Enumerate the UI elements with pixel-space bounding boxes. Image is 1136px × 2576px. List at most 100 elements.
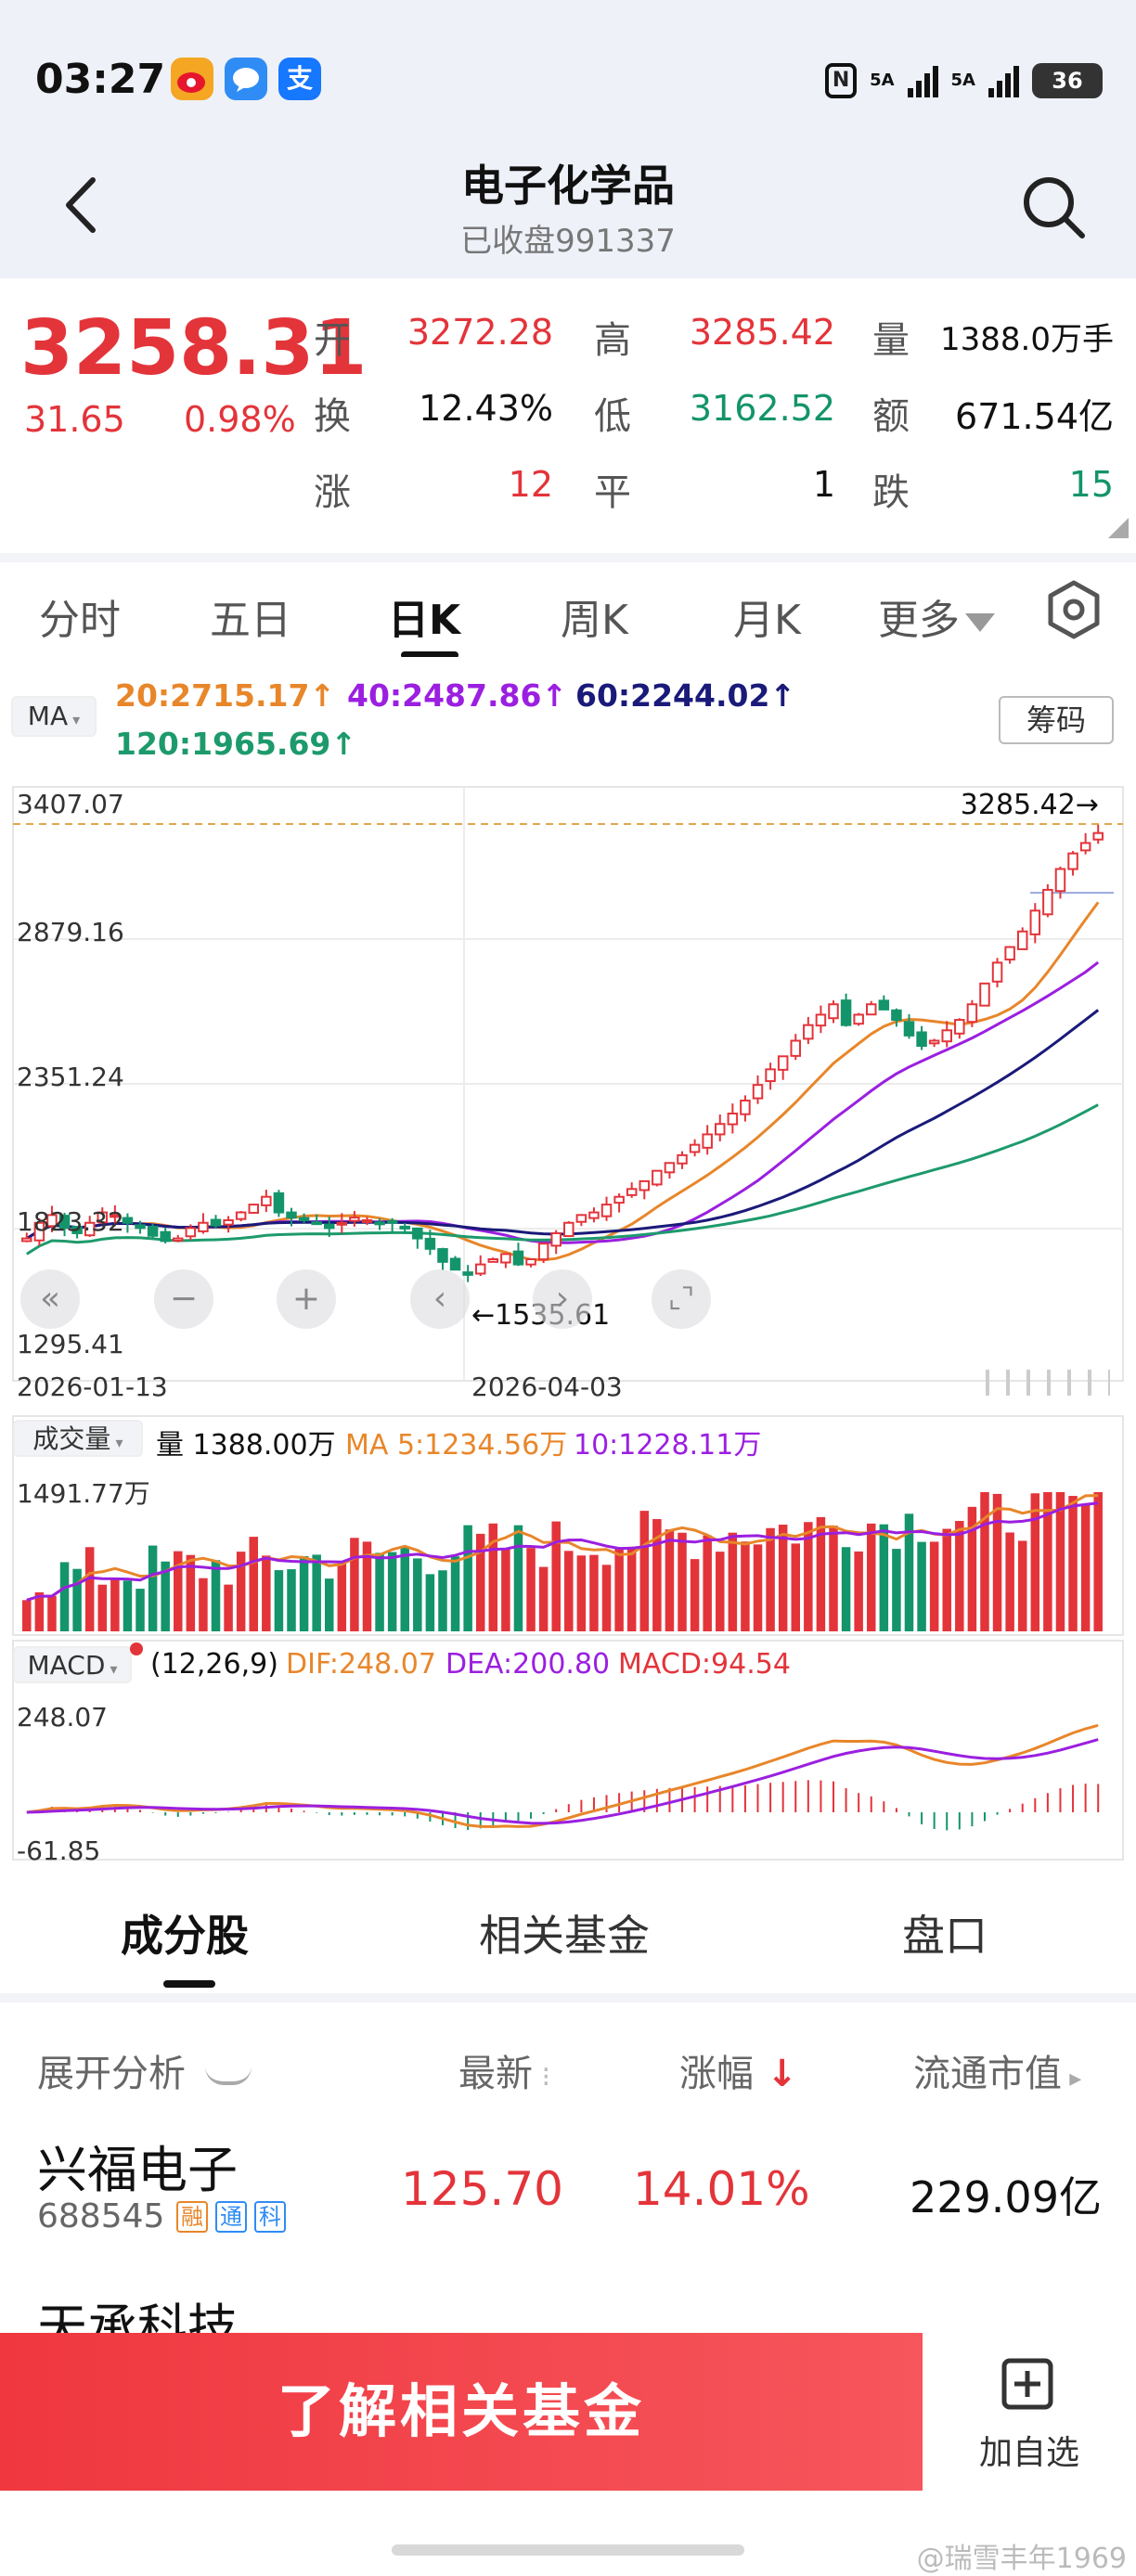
y-axis-3: 2351.24 [17, 1062, 124, 1092]
macd-selector[interactable]: MACD ▾ [13, 1646, 132, 1683]
kline-chart[interactable] [0, 657, 1136, 1863]
sort-latest[interactable]: 最新 ⁝ [458, 2043, 550, 2097]
tab-more[interactable]: 更多 [878, 586, 995, 646]
candle-body [677, 1153, 688, 1165]
y-axis-bottom: 1295.41 [17, 1329, 124, 1359]
ma40-value: 40:2487.86↑ [347, 677, 568, 714]
learn-related-funds-button[interactable]: 了解相关基金 [0, 2333, 923, 2491]
tab-constituents[interactable]: 成分股 [121, 1911, 249, 1961]
tab-daily-k[interactable]: 日K [388, 597, 461, 644]
eye-closed-icon [204, 2067, 252, 2085]
volume-ma10: 10:1228.11万 [574, 1429, 762, 1462]
rewind-icon[interactable]: « [20, 1269, 80, 1329]
volume-bar [816, 1516, 826, 1631]
settings-hex-icon[interactable] [1043, 579, 1104, 640]
volume-bar [866, 1523, 876, 1631]
volume-bar [287, 1569, 296, 1631]
tab-intraday[interactable]: 分时 [39, 597, 121, 644]
candle-body [210, 1218, 222, 1227]
down-count-label: 跌 [872, 471, 910, 514]
chevron-right-icon[interactable]: › [533, 1269, 592, 1329]
tab-monthly-k[interactable]: 月K [733, 597, 801, 644]
chevron-left-icon[interactable]: ‹ [410, 1269, 470, 1329]
volume-bar [892, 1549, 901, 1631]
expand-analysis-label: 展开分析 [37, 2053, 186, 2095]
scroll-right-icon: ▸ [1062, 2065, 1082, 2093]
caret-down-icon [965, 613, 995, 632]
expand-analysis[interactable]: 展开分析 [37, 2043, 252, 2097]
zoom-out-icon[interactable]: − [154, 1269, 213, 1329]
candle-body [765, 1068, 776, 1083]
search-icon[interactable] [1017, 171, 1091, 245]
volume-bar [526, 1548, 536, 1631]
sort-market-cap[interactable]: 流通市值 ▸ [913, 2043, 1081, 2097]
candle-body [437, 1248, 448, 1263]
volume-bar [778, 1525, 788, 1631]
volume-bar [639, 1511, 650, 1631]
volume-bar [601, 1565, 612, 1631]
candle-body [790, 1039, 802, 1057]
candle-body [46, 1214, 58, 1228]
fullscreen-icon[interactable]: ⌞⌝ [652, 1269, 711, 1329]
candle-body [311, 1221, 322, 1226]
volume-bar [980, 1492, 989, 1631]
candle-body [740, 1099, 751, 1115]
open-value: 3272.28 [407, 312, 553, 353]
sim1-label: 5A [870, 71, 895, 90]
stock-change: 14.01% [633, 2162, 810, 2216]
volume-bar [110, 1579, 120, 1631]
sort-change-label: 涨幅 [679, 2053, 754, 2095]
volume-bar [791, 1543, 801, 1631]
volume-bar [136, 1589, 145, 1631]
current-price: 3258.31 [20, 304, 368, 393]
ma120-line [25, 1103, 1099, 1256]
volume-info: 量 1388.00万 [156, 1429, 336, 1462]
tab-related-funds[interactable]: 相关基金 [479, 1911, 650, 1961]
ma-selector[interactable]: MA ▾ [11, 696, 97, 737]
back-icon[interactable] [56, 173, 111, 238]
candle-body [1079, 842, 1091, 852]
candle-body [173, 1237, 184, 1242]
candle-body [399, 1225, 410, 1230]
volume-bar [425, 1574, 435, 1631]
list-item[interactable]: 兴福电子 688545 融 通 科 125.70 14.01% 229.09亿 [0, 2123, 1136, 2253]
candle-body [815, 1013, 827, 1027]
candle-body [652, 1169, 663, 1186]
tab-weekly-k[interactable]: 周K [561, 597, 628, 644]
high-value: 3285.42 [689, 312, 835, 353]
volume-bar [1068, 1496, 1078, 1631]
chip-distribution-button[interactable]: 筹码 [999, 696, 1114, 744]
candle-body [865, 1003, 877, 1016]
candle-body [639, 1179, 651, 1191]
candle-body [273, 1191, 285, 1214]
zoom-in-icon[interactable]: + [277, 1269, 336, 1329]
volume-bar [413, 1558, 422, 1631]
macd-value: MACD:94.54 [618, 1648, 791, 1681]
volume-bar [236, 1552, 246, 1631]
date-start: 2026-01-13 [17, 1372, 168, 1402]
volume-bar [589, 1554, 599, 1631]
list-item[interactable]: 天承科技 [0, 2253, 1136, 2333]
candle-body [1054, 868, 1066, 893]
volume-bar [224, 1584, 233, 1631]
candle-body [122, 1217, 134, 1224]
tab-order-book[interactable]: 盘口 [902, 1911, 988, 1961]
add-to-watchlist-button[interactable]: 加自选 [923, 2333, 1136, 2491]
candle-body [563, 1221, 574, 1238]
candle-body [702, 1133, 713, 1149]
candle-body [361, 1218, 373, 1223]
volume-bar [728, 1532, 738, 1631]
volume-bar [161, 1561, 170, 1631]
tab-five-day[interactable]: 五日 [210, 597, 291, 644]
page-subtitle: 已收盘991337 [460, 223, 676, 260]
macd-dea: DEA:200.80 [445, 1648, 611, 1681]
signal-icon [907, 64, 938, 97]
high-label: 高 [594, 319, 631, 362]
volume-bar [47, 1595, 57, 1631]
macd-selector-label: MACD [27, 1650, 106, 1681]
volume-bar [1017, 1540, 1027, 1631]
volume-selector[interactable]: 成交量 ▾ [13, 1420, 143, 1457]
sort-change[interactable]: 涨幅 ↓ [679, 2043, 797, 2097]
volume-bar [400, 1546, 409, 1631]
candle-body [374, 1221, 385, 1226]
